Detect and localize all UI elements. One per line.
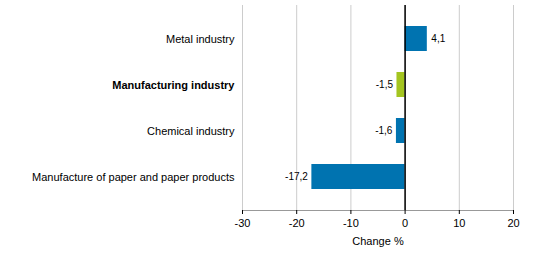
svg-text:-17,2: -17,2 <box>285 171 308 182</box>
svg-text:-20: -20 <box>289 217 305 229</box>
svg-text:0: 0 <box>402 217 408 229</box>
svg-text:Manufacturing industry: Manufacturing industry <box>112 79 235 91</box>
svg-text:Change %: Change % <box>352 235 404 247</box>
svg-text:-1,5: -1,5 <box>376 79 394 90</box>
svg-text:-10: -10 <box>343 217 359 229</box>
svg-text:Metal industry: Metal industry <box>166 33 235 45</box>
svg-text:Manufacture of paper and paper: Manufacture of paper and paper products <box>32 171 235 183</box>
svg-text:-30: -30 <box>235 217 251 229</box>
svg-text:20: 20 <box>507 217 519 229</box>
svg-text:10: 10 <box>453 217 465 229</box>
svg-text:4,1: 4,1 <box>431 33 445 44</box>
svg-text:Chemical industry: Chemical industry <box>147 125 235 137</box>
svg-text:-1,6: -1,6 <box>375 125 393 136</box>
